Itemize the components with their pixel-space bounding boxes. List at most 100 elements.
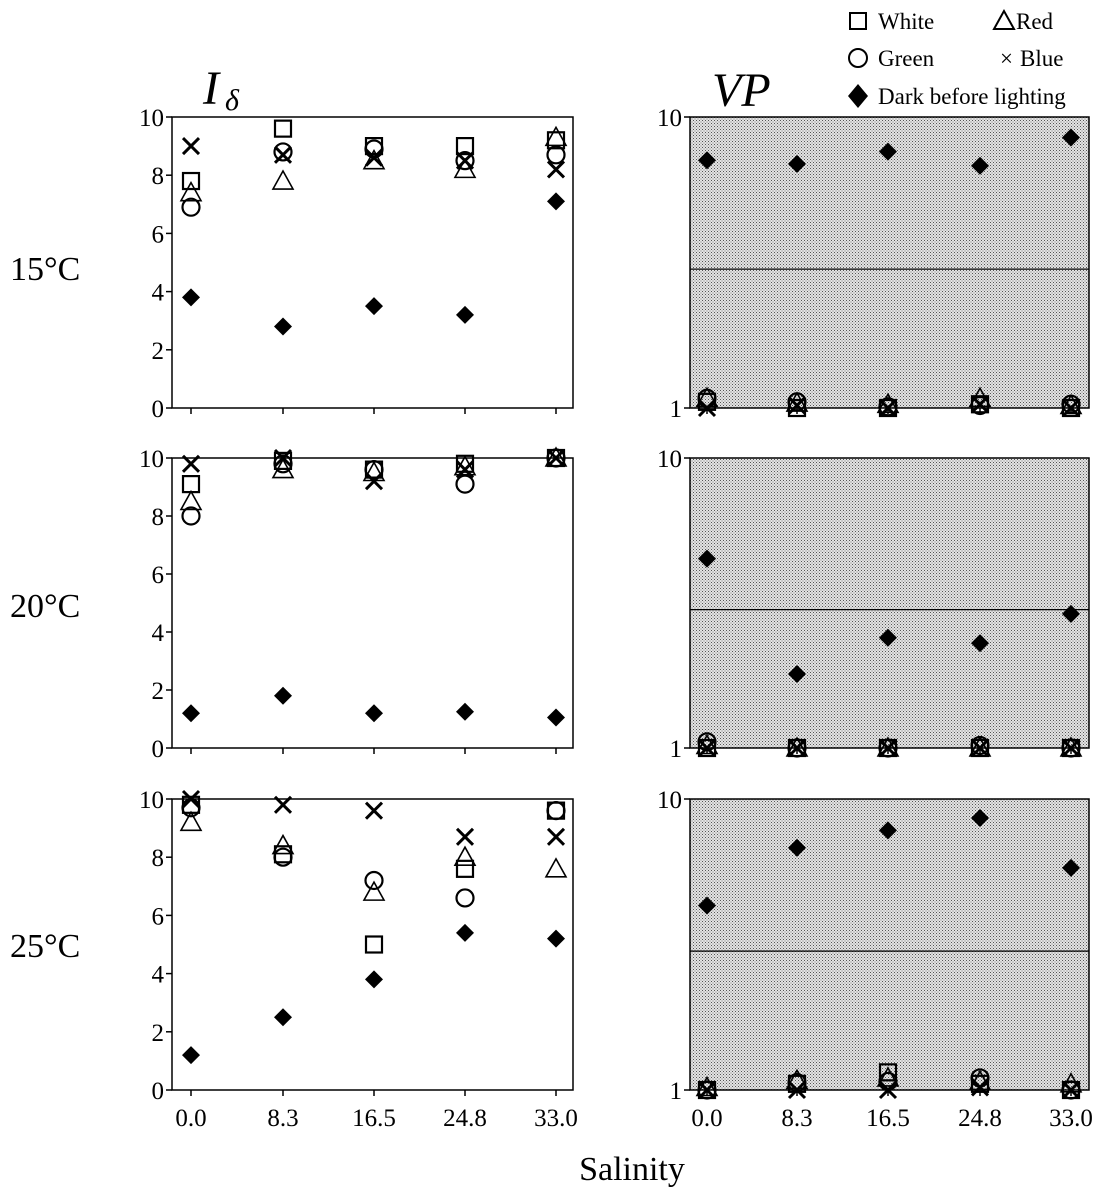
panels: 0 2 4 6 8 10 1 10 0 2 4 6 8 10 1 10 0 2 4 6 8 10 0.0 8.3 16.5 24.… bbox=[139, 105, 1093, 1132]
legend-dark-label: Dark before lighting bbox=[878, 84, 1066, 109]
y-tick-label: 0 bbox=[152, 396, 165, 423]
point-white-0 bbox=[181, 171, 201, 191]
point-blue-1 bbox=[273, 448, 293, 468]
point-green-1 bbox=[273, 454, 293, 474]
point-dark-before-lighting-4 bbox=[547, 929, 565, 948]
point-dark-before-lighting-0 bbox=[182, 288, 200, 307]
y-tick-label: 10 bbox=[139, 105, 164, 132]
point-green-1 bbox=[273, 847, 293, 867]
plot-frame bbox=[171, 116, 574, 409]
point-dark-before-lighting-0 bbox=[698, 896, 716, 915]
series-green bbox=[181, 448, 566, 526]
point-dark-before-lighting-1 bbox=[274, 1008, 292, 1027]
x-tick-label: 24.8 bbox=[958, 1105, 1002, 1132]
point-green-2 bbox=[364, 870, 384, 891]
x-tick-label: 8.3 bbox=[267, 1105, 298, 1132]
y-tick-label: 2 bbox=[152, 1020, 165, 1047]
series-white bbox=[181, 795, 566, 954]
point-green-4 bbox=[546, 801, 566, 821]
point-dark-before-lighting-0 bbox=[698, 549, 716, 568]
series-green bbox=[697, 732, 1081, 758]
point-green-3 bbox=[455, 888, 475, 908]
legend-blue-label: Blue bbox=[1020, 46, 1063, 71]
point-dark-before-lighting-1 bbox=[788, 838, 806, 857]
legend-red-triangle-icon bbox=[992, 8, 1016, 30]
point-green-4 bbox=[546, 448, 566, 468]
point-white-2 bbox=[364, 935, 384, 954]
point-red-4 bbox=[544, 857, 568, 878]
point-blue-4 bbox=[1061, 1080, 1081, 1100]
panel-vp-25c: 1 10 0.0 8.3 16.5 24.8 33.0 bbox=[657, 787, 1093, 1132]
point-red-0 bbox=[179, 489, 203, 511]
point-dark-before-lighting-2 bbox=[365, 704, 383, 723]
left-column-subscript: δ bbox=[225, 84, 240, 117]
series-dark-before-lighting bbox=[698, 549, 1080, 683]
point-dark-before-lighting-2 bbox=[879, 142, 897, 161]
point-dark-before-lighting-4 bbox=[547, 708, 565, 727]
point-blue-2 bbox=[364, 801, 384, 820]
point-blue-0 bbox=[181, 454, 201, 473]
point-blue-2 bbox=[878, 1080, 898, 1100]
point-dark-before-lighting-3 bbox=[456, 702, 474, 721]
series-dark-before-lighting bbox=[698, 128, 1080, 175]
series-white bbox=[181, 448, 566, 494]
point-red-3 bbox=[968, 736, 992, 757]
point-white-2 bbox=[878, 1063, 898, 1082]
point-green-2 bbox=[364, 460, 384, 480]
point-red-1 bbox=[271, 457, 295, 479]
point-blue-4 bbox=[546, 448, 566, 468]
panel-vp-20c: 1 10 bbox=[657, 446, 1090, 763]
point-dark-before-lighting-3 bbox=[971, 634, 989, 653]
point-red-0 bbox=[179, 810, 203, 832]
point-blue-0 bbox=[697, 1080, 717, 1100]
point-blue-4 bbox=[1061, 738, 1081, 758]
series-dark-before-lighting bbox=[182, 923, 565, 1065]
point-dark-before-lighting-3 bbox=[456, 923, 474, 942]
point-dark-before-lighting-3 bbox=[971, 809, 989, 828]
series-dark-before-lighting bbox=[698, 809, 1080, 915]
point-dark-before-lighting-2 bbox=[365, 970, 383, 989]
point-blue-3 bbox=[455, 827, 475, 846]
point-white-3 bbox=[455, 137, 475, 156]
point-green-2 bbox=[878, 738, 898, 758]
y-tick-label: 10 bbox=[657, 787, 682, 814]
legend-red-label: Red bbox=[1016, 9, 1054, 34]
series-blue bbox=[181, 448, 566, 491]
point-dark-before-lighting-4 bbox=[1062, 604, 1080, 623]
point-blue-0 bbox=[181, 137, 201, 156]
point-blue-1 bbox=[787, 738, 807, 758]
y-tick-label: 8 bbox=[152, 504, 165, 531]
y-tick-label: 10 bbox=[139, 787, 164, 814]
point-red-2 bbox=[362, 880, 386, 901]
point-dark-before-lighting-0 bbox=[182, 704, 200, 723]
x-tick-label: 16.5 bbox=[866, 1105, 910, 1132]
series-blue bbox=[181, 137, 566, 179]
point-blue-3 bbox=[970, 1078, 990, 1097]
legend-green-label: Green bbox=[878, 46, 935, 71]
point-red-2 bbox=[876, 1066, 900, 1087]
point-blue-2 bbox=[878, 738, 898, 758]
panel-idelta-25c: 0 2 4 6 8 10 0.0 8.3 16.5 24.8 33.0 bbox=[139, 787, 578, 1132]
point-blue-3 bbox=[455, 151, 475, 170]
y-tick-label: 4 bbox=[152, 620, 165, 647]
point-dark-before-lighting-0 bbox=[182, 1046, 200, 1065]
y-tick-label: 2 bbox=[152, 338, 165, 365]
y-tick-label: 2 bbox=[152, 678, 165, 705]
x-tick-label: 16.5 bbox=[352, 1105, 396, 1132]
point-dark-before-lighting-4 bbox=[1062, 858, 1080, 877]
row-label-25c: 25°C bbox=[10, 928, 80, 965]
point-green-4 bbox=[1061, 394, 1081, 414]
point-dark-before-lighting-1 bbox=[788, 664, 806, 683]
x-tick-label: 24.8 bbox=[443, 1105, 487, 1132]
point-blue-2 bbox=[364, 472, 384, 491]
plot-area-shading bbox=[690, 458, 1089, 748]
panel-idelta-20c: 0 2 4 6 8 10 bbox=[139, 446, 574, 763]
legend-white-square-icon bbox=[849, 12, 867, 30]
point-blue-3 bbox=[970, 738, 990, 758]
row-label-15c: 15°C bbox=[10, 251, 80, 288]
point-red-2 bbox=[362, 149, 386, 170]
point-green-4 bbox=[1061, 1080, 1081, 1100]
point-blue-4 bbox=[1061, 398, 1081, 418]
legend: White Red Green × Blue Dark before light… bbox=[848, 8, 1066, 109]
